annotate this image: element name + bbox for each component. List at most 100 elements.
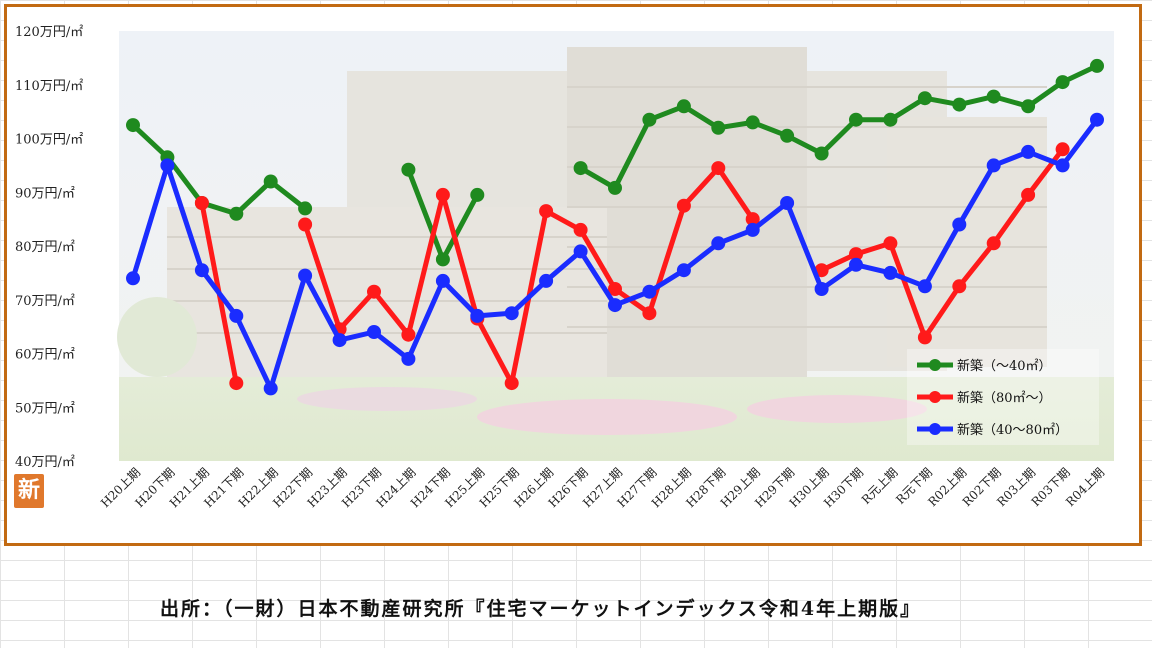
- legend-swatch-marker: [929, 391, 941, 403]
- x-tick-label: R元上期: [859, 465, 901, 507]
- series-layer: [126, 58, 1104, 396]
- data-point: [952, 279, 967, 294]
- data-point: [504, 306, 519, 321]
- data-point: [1090, 112, 1104, 127]
- data-point: [229, 376, 244, 391]
- data-point: [1055, 75, 1070, 90]
- data-point: [917, 279, 932, 294]
- data-point: [504, 376, 519, 391]
- data-point: [745, 115, 760, 130]
- data-point: [814, 146, 829, 161]
- data-point: [229, 308, 244, 323]
- data-point: [883, 112, 898, 127]
- y-tick-label: 120万円/㎡: [15, 25, 83, 40]
- data-point: [1055, 142, 1070, 157]
- data-point: [986, 89, 1001, 104]
- data-point: [160, 158, 175, 173]
- data-point: [676, 263, 691, 278]
- data-point: [539, 204, 554, 219]
- data-point: [263, 174, 278, 189]
- data-point: [986, 158, 1001, 173]
- data-point: [642, 284, 657, 299]
- data-point: [745, 222, 760, 237]
- data-point: [745, 212, 760, 227]
- data-point: [367, 325, 381, 339]
- data-point: [814, 282, 829, 296]
- data-point: [676, 198, 691, 213]
- series-3: [126, 112, 1104, 396]
- data-point: [539, 273, 554, 288]
- data-point: [401, 327, 416, 342]
- x-axis-labels: H20上期H20下期H21上期H21下期H22上期H22下期H23上期H23下期…: [98, 465, 1107, 510]
- data-point: [470, 308, 485, 323]
- data-point: [1021, 187, 1036, 202]
- y-tick-label: 40万円/㎡: [15, 455, 75, 470]
- data-point: [986, 236, 1001, 251]
- data-point: [298, 201, 313, 216]
- data-point: [917, 330, 932, 345]
- data-point: [952, 97, 967, 112]
- y-tick-label: 90万円/㎡: [15, 186, 75, 201]
- source-citation: 出所：（一財）日本不動産研究所『住宅マーケットインデックス令和4年上期版』: [160, 598, 922, 620]
- chart-frame: 40万円/㎡ 50万円/㎡ 60万円/㎡ 70万円/㎡ 80万円/㎡ 90万円/㎡ 100万…: [4, 4, 1142, 546]
- line-chart: 40万円/㎡ 50万円/㎡ 60万円/㎡ 70万円/㎡ 80万円/㎡ 90万円/㎡ 100万…: [15, 25, 1114, 510]
- data-point: [401, 162, 416, 177]
- data-point: [780, 196, 795, 210]
- data-point: [711, 161, 726, 176]
- data-point: [126, 118, 140, 133]
- data-point: [849, 247, 863, 262]
- data-point: [573, 222, 588, 237]
- legend-label: 新築（80㎡～）: [957, 390, 1052, 406]
- data-point: [332, 333, 347, 348]
- data-point: [229, 206, 244, 221]
- data-point: [676, 99, 691, 114]
- data-point: [1021, 99, 1036, 114]
- data-point: [194, 263, 209, 278]
- data-point: [1055, 158, 1070, 173]
- data-point: [711, 120, 726, 135]
- data-point: [263, 381, 278, 396]
- data-point: [883, 265, 898, 280]
- data-point: [608, 298, 622, 313]
- chart-legend: 新築（～40㎡） 新築（80㎡～） 新築（40～80㎡）: [907, 349, 1099, 445]
- data-point: [435, 187, 450, 202]
- series-line: [578, 63, 1100, 191]
- data-point: [642, 306, 657, 321]
- data-point: [1090, 58, 1104, 73]
- legend-swatch-marker: [929, 423, 941, 435]
- data-point: [298, 268, 313, 283]
- y-tick-label: 80万円/㎡: [15, 240, 75, 255]
- data-point: [1021, 144, 1036, 159]
- data-point: [573, 161, 588, 176]
- data-point: [298, 217, 313, 232]
- legend-label: 新築（40～80㎡）: [957, 422, 1068, 438]
- data-point: [367, 284, 381, 299]
- data-point: [608, 180, 622, 195]
- data-point: [883, 236, 898, 251]
- data-point: [435, 273, 450, 288]
- series-line: [130, 122, 308, 217]
- y-tick-label: 70万円/㎡: [15, 294, 75, 309]
- data-point: [126, 271, 140, 286]
- y-axis-labels: 40万円/㎡ 50万円/㎡ 60万円/㎡ 70万円/㎡ 80万円/㎡ 90万円/㎡ 100万…: [15, 25, 83, 470]
- data-point: [849, 112, 863, 127]
- y-tick-label: 110万円/㎡: [15, 79, 83, 94]
- data-point: [435, 252, 450, 267]
- data-point: [849, 257, 863, 272]
- data-point: [917, 91, 932, 106]
- data-point: [780, 128, 795, 143]
- y-tick-label: 50万円/㎡: [15, 401, 75, 416]
- data-point: [711, 236, 726, 251]
- legend-label: 新築（～40㎡）: [957, 358, 1052, 374]
- shin-logo-icon: 新: [14, 474, 44, 508]
- data-point: [952, 217, 967, 232]
- data-point: [573, 244, 588, 259]
- y-tick-label: 60万円/㎡: [15, 348, 75, 363]
- data-point: [194, 196, 209, 210]
- data-point: [470, 187, 485, 202]
- data-point: [401, 351, 416, 366]
- legend-swatch-marker: [929, 359, 941, 371]
- y-tick-label: 100万円/㎡: [15, 133, 83, 148]
- data-point: [608, 282, 622, 296]
- x-tick-label: R04上期: [1063, 465, 1107, 509]
